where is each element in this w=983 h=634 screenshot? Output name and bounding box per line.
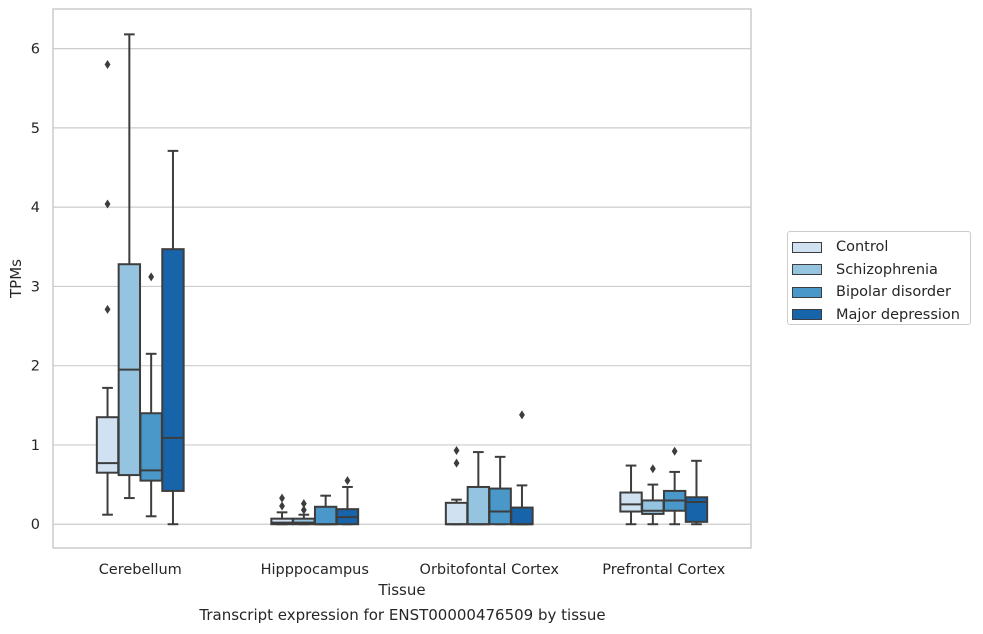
legend-swatch (792, 286, 822, 298)
outlier-point (519, 410, 525, 420)
y-tick-label: 5 (31, 121, 40, 137)
y-tick-label: 1 (31, 438, 40, 454)
box (444, 501, 469, 526)
legend-item: Control (792, 236, 970, 259)
outlier-point (104, 199, 111, 209)
x-axis-label: Tissue (377, 581, 425, 599)
x-tick-label: Orbitofontal Cortex (420, 562, 560, 578)
outlier-point (104, 59, 111, 69)
x-tick-label: Prefrontal Cortex (602, 562, 725, 578)
legend-swatch (792, 241, 822, 253)
legend-swatch (792, 309, 822, 321)
y-tick-label: 0 (31, 517, 40, 533)
outlier-point (148, 272, 155, 282)
outlier-point (300, 499, 307, 509)
y-tick-label: 6 (31, 42, 40, 58)
box (95, 416, 120, 474)
y-tick-label: 4 (31, 200, 40, 216)
outlier-point (279, 493, 285, 503)
legend-swatch (792, 264, 822, 276)
outlier-point (649, 464, 656, 474)
chart-caption: Transcript expression for ENST0000047650… (199, 606, 606, 624)
legend-item: Schizophrenia (792, 259, 970, 282)
legend-label: Major depression (836, 306, 960, 323)
box (684, 496, 709, 523)
legend-item: Major depression (792, 304, 970, 327)
outlier-point (279, 501, 285, 511)
outlier-point (344, 476, 351, 486)
y-axis-label: TPMs (7, 259, 25, 299)
outlier-point (453, 446, 460, 456)
box (510, 506, 534, 526)
box (488, 487, 512, 526)
legend-label: Schizophrenia (836, 261, 938, 278)
x-tick-label: Hipppocampus (261, 562, 369, 578)
outlier-point (104, 304, 111, 314)
chart-legend: Control Schizophrenia Bipolar disorder Majo… (787, 231, 971, 325)
box (641, 499, 665, 515)
outlier-point (300, 505, 307, 515)
y-tick-label: 3 (31, 279, 40, 295)
legend-label: Control (836, 239, 889, 256)
plot-frame (52, 8, 752, 549)
box (161, 248, 185, 492)
legend-item: Bipolar disorder (792, 281, 970, 304)
box (313, 505, 338, 526)
x-tick-label: Cerebellum (99, 562, 182, 578)
outlier-point (671, 446, 678, 456)
legend-label: Bipolar disorder (836, 284, 951, 301)
box (619, 491, 643, 513)
outlier-point (453, 458, 460, 468)
y-tick-label: 2 (31, 359, 40, 375)
box (466, 485, 491, 526)
